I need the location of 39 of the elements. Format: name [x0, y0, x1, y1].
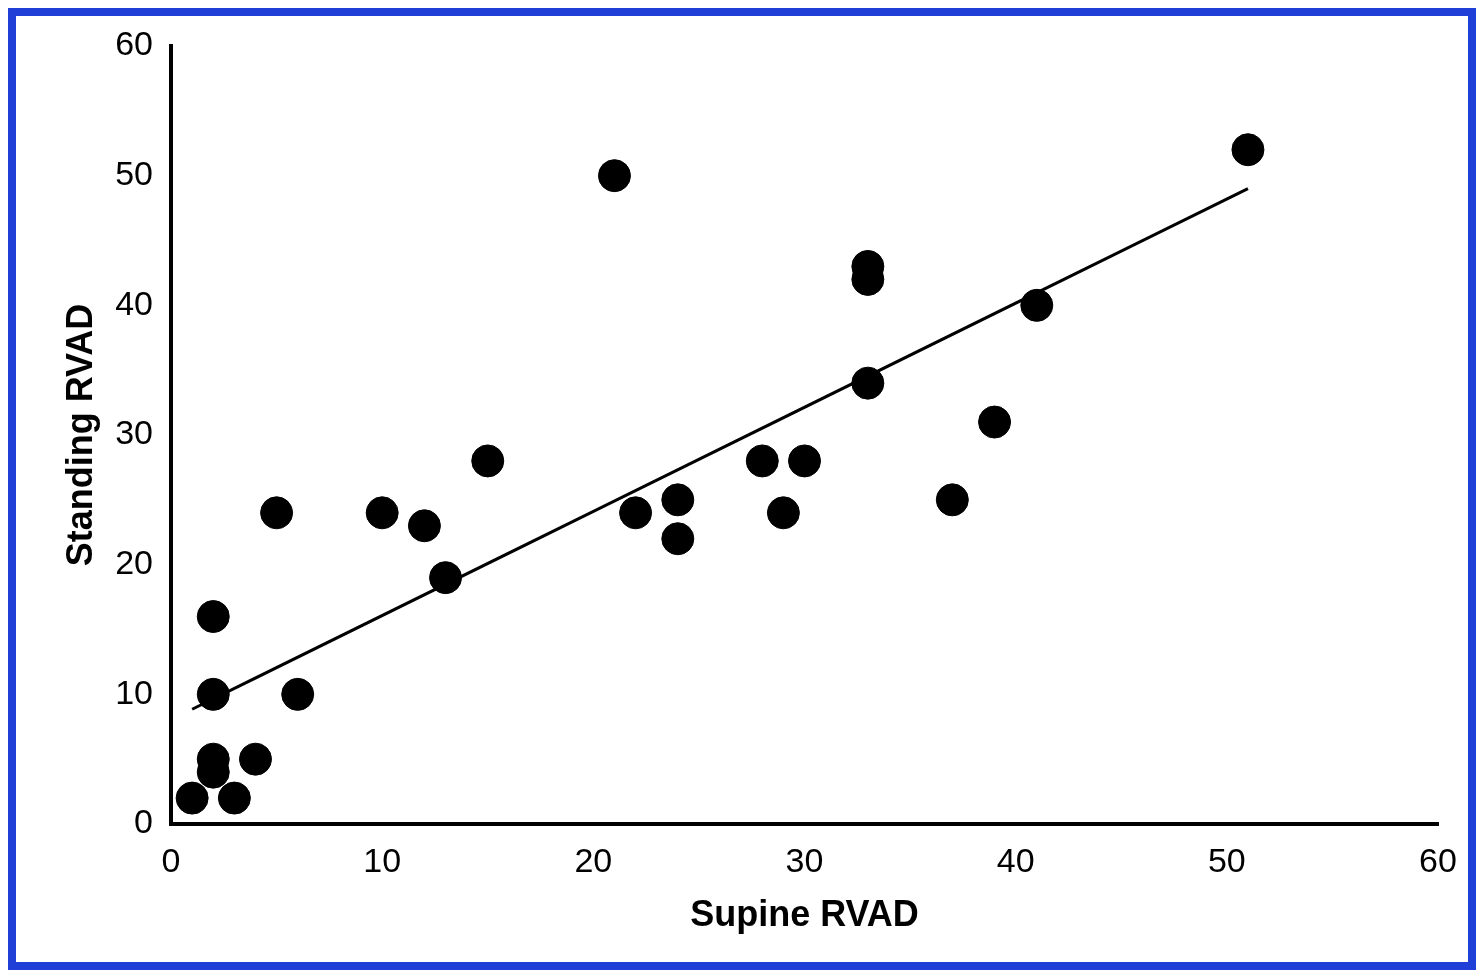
- point: [745, 444, 779, 478]
- x-tick-label: 60: [1419, 840, 1457, 879]
- x-tick-label: 0: [161, 840, 181, 879]
- y-tick-label: 60: [115, 24, 154, 63]
- point: [365, 496, 399, 530]
- x-tick-label: 10: [363, 840, 402, 879]
- y-tick-label: 40: [115, 283, 154, 322]
- x-tick-label: 40: [996, 840, 1035, 879]
- point: [935, 483, 969, 517]
- point: [238, 742, 272, 776]
- point: [429, 561, 463, 595]
- point: [661, 483, 695, 517]
- point: [407, 509, 441, 543]
- x-tick-label: 50: [1207, 840, 1246, 879]
- point: [766, 496, 800, 530]
- point: [471, 444, 505, 478]
- x-tick-label: 20: [574, 840, 613, 879]
- point: [788, 444, 822, 478]
- y-tick-label: 10: [115, 672, 154, 711]
- y-tick-label: 30: [115, 413, 154, 452]
- y-tick-label: 20: [115, 543, 154, 582]
- point: [661, 522, 695, 556]
- point: [217, 781, 251, 815]
- point: [1020, 288, 1054, 322]
- x-tick-label: 30: [785, 840, 824, 879]
- x-axis-title: Supine RVAD: [690, 893, 919, 935]
- point: [281, 677, 315, 711]
- point: [619, 496, 653, 530]
- y-axis-title: Standing RVAD: [58, 303, 100, 567]
- point: [597, 159, 631, 193]
- point: [851, 366, 885, 400]
- point: [1231, 133, 1265, 167]
- point: [175, 781, 209, 815]
- y-tick-label: 0: [134, 802, 154, 841]
- y-tick-label: 50: [115, 154, 154, 193]
- point: [260, 496, 294, 530]
- point: [196, 677, 230, 711]
- point: [196, 600, 230, 634]
- point: [978, 405, 1012, 439]
